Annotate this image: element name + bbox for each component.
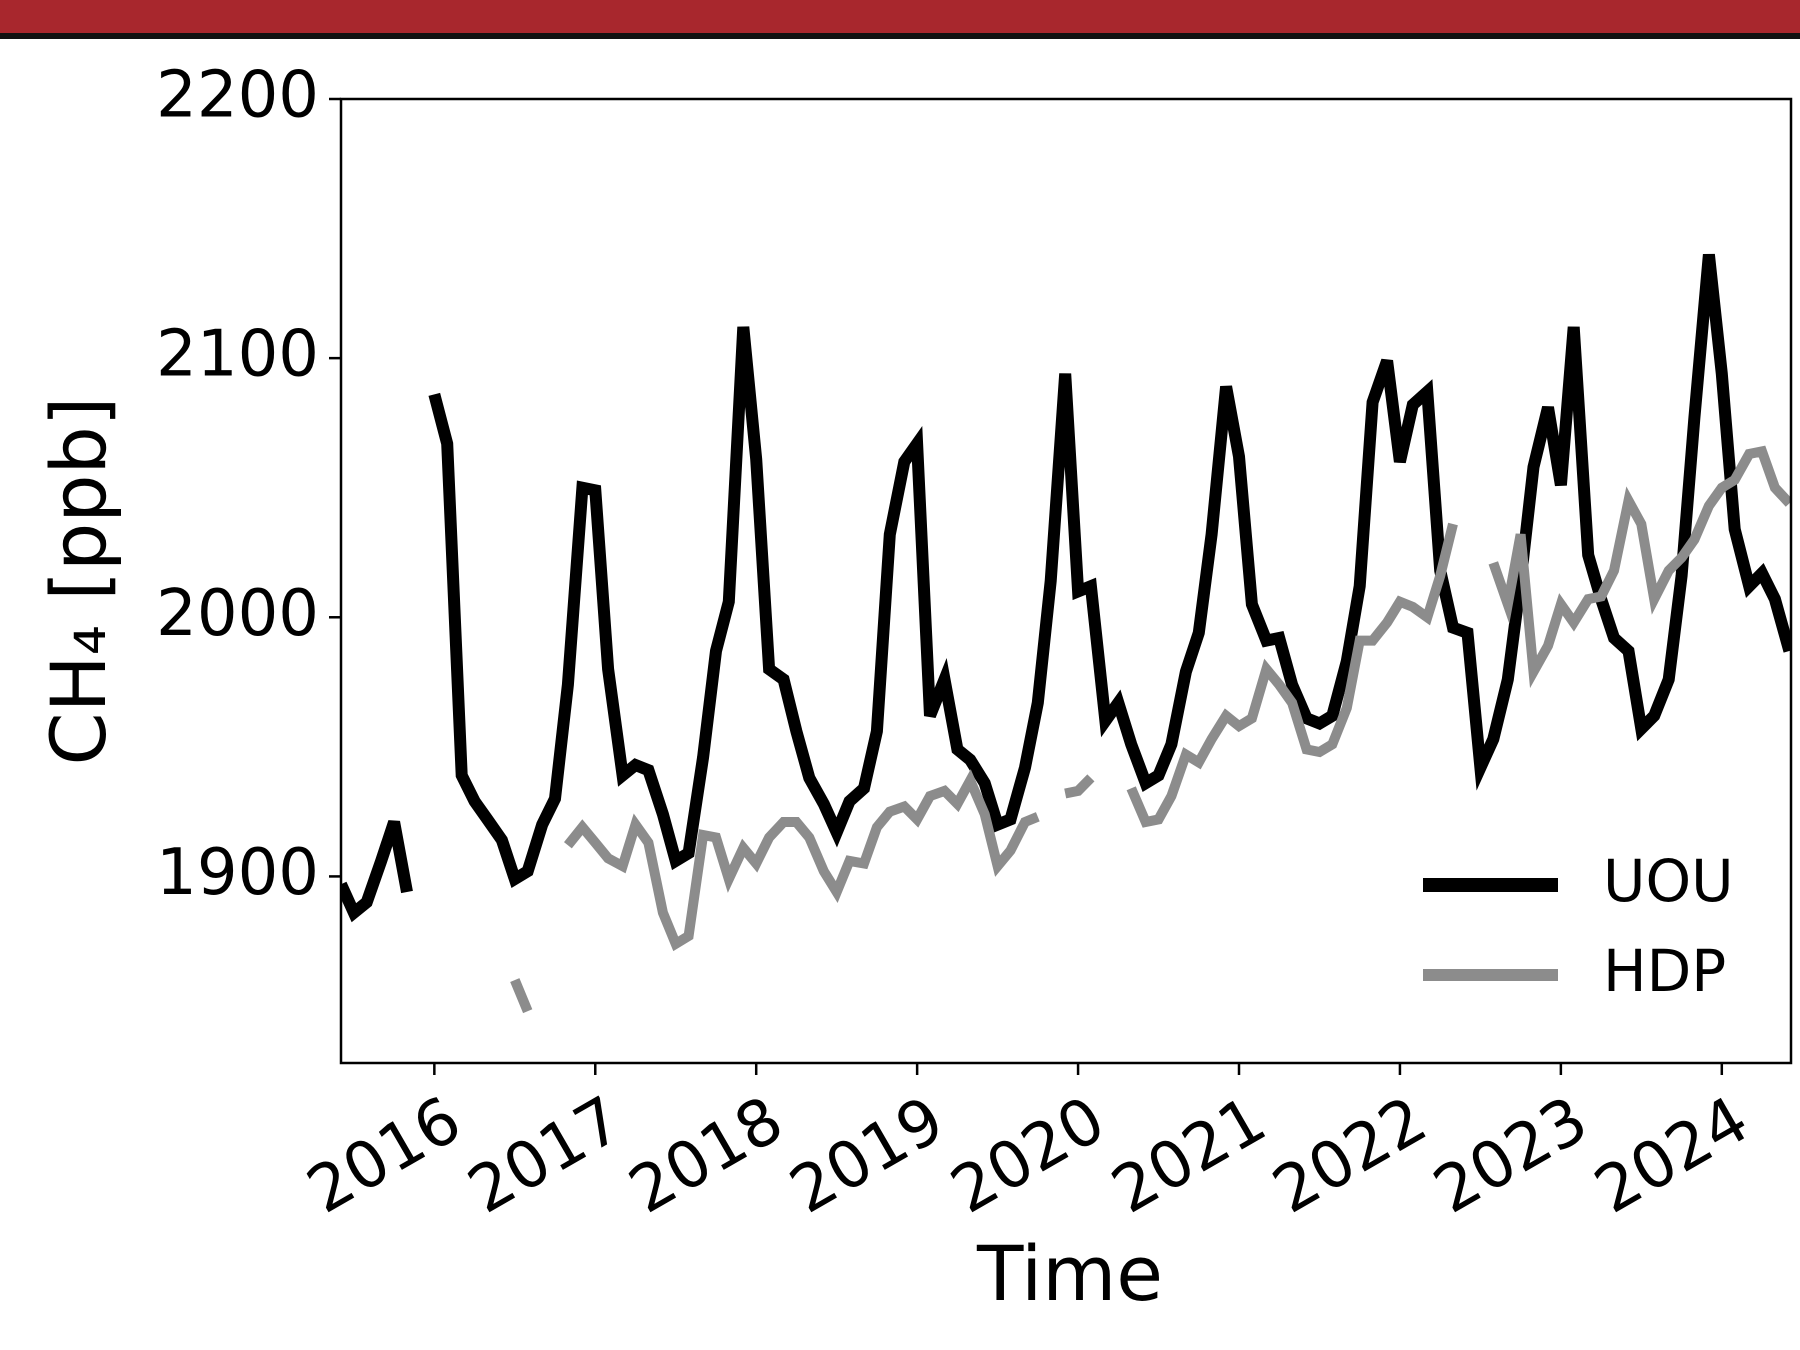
legend-label: UOU [1603,847,1734,915]
x-tick-label: 2022 [1261,1083,1439,1229]
x-tick-label: 2019 [778,1083,956,1229]
series-line [341,253,1791,923]
y-tick-label: 2000 [156,577,319,651]
x-tick-label: 2021 [1100,1083,1278,1229]
x-tick-label: 2016 [295,1083,473,1229]
x-tick-label: 2020 [939,1083,1117,1229]
banner [0,0,1800,33]
plot-area [341,253,1791,1014]
y-tick-label: 1900 [156,836,319,910]
x-axis-label: Time [976,1229,1163,1318]
y-axis-label: CH₄ [ppb] [34,397,123,766]
y-tick-label: 2100 [156,318,319,392]
plot-frame [339,97,1793,1065]
y-tick-label: 2200 [156,59,319,133]
banner-rule [0,33,1800,39]
x-tick-label: 2018 [617,1083,795,1229]
x-tick-label: 2017 [456,1083,634,1229]
series-line [510,445,1791,1014]
x-tick-label: 2023 [1422,1083,1600,1229]
x-tick-label: 2024 [1583,1083,1761,1229]
legend-label: HDP [1603,937,1726,1005]
